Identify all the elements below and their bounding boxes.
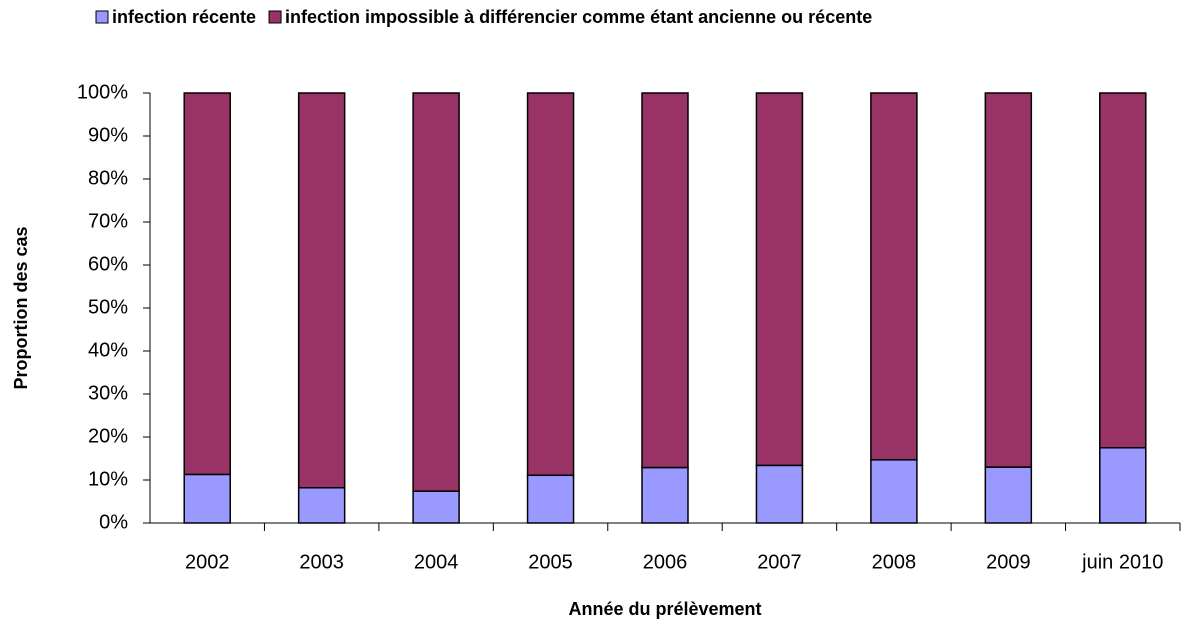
y-tick-label: 80% xyxy=(88,167,128,189)
bar-segment xyxy=(297,486,346,524)
legend-swatch xyxy=(268,10,282,24)
x-tick-label: 2008 xyxy=(872,551,917,573)
y-tick-label: 0% xyxy=(99,511,128,533)
bar-segment xyxy=(870,92,918,461)
bar-segment xyxy=(526,474,575,524)
y-tick-label: 40% xyxy=(88,339,128,361)
x-tick-label: juin 2010 xyxy=(1081,551,1163,573)
bar-segment xyxy=(755,464,804,524)
x-tick-label: 2002 xyxy=(185,551,230,573)
x-tick-label: 2003 xyxy=(299,551,344,573)
y-tick-label: 20% xyxy=(88,425,128,447)
x-tick-label: 2009 xyxy=(986,551,1031,573)
x-tick-label: 2006 xyxy=(643,551,688,573)
y-tick-label: 30% xyxy=(88,382,128,404)
bar-segment xyxy=(183,92,231,476)
bar-segment xyxy=(412,490,460,524)
y-tick-label: 50% xyxy=(88,296,128,318)
legend-label: infection impossible à différencier comm… xyxy=(285,7,872,27)
x-axis-title: Année du prélèvement xyxy=(568,599,761,619)
bar-segment xyxy=(297,92,346,489)
bar-segment xyxy=(1099,92,1147,449)
x-tick-label: 2005 xyxy=(528,551,573,573)
bar-segment xyxy=(641,92,689,469)
y-tick-label: 70% xyxy=(88,210,128,232)
y-axis-title: Proportion des cas xyxy=(11,226,31,389)
y-tick-label: 10% xyxy=(88,468,128,490)
y-tick-label: 90% xyxy=(88,124,128,146)
bar-segment xyxy=(641,466,689,524)
bar-segment xyxy=(1099,447,1147,524)
bar-segment xyxy=(412,92,460,492)
legend-label: infection récente xyxy=(112,7,256,27)
y-tick-label: 60% xyxy=(88,253,128,275)
bar-segment xyxy=(870,459,918,524)
bar-segment xyxy=(183,473,231,524)
x-tick-label: 2007 xyxy=(757,551,802,573)
bar-segment xyxy=(984,466,1033,524)
bar-segment xyxy=(526,92,575,477)
bar-segment xyxy=(755,92,804,467)
x-tick-label: 2004 xyxy=(414,551,459,573)
bar-segment xyxy=(984,92,1033,468)
legend-swatch xyxy=(95,10,109,24)
y-tick-label: 100% xyxy=(77,81,128,103)
